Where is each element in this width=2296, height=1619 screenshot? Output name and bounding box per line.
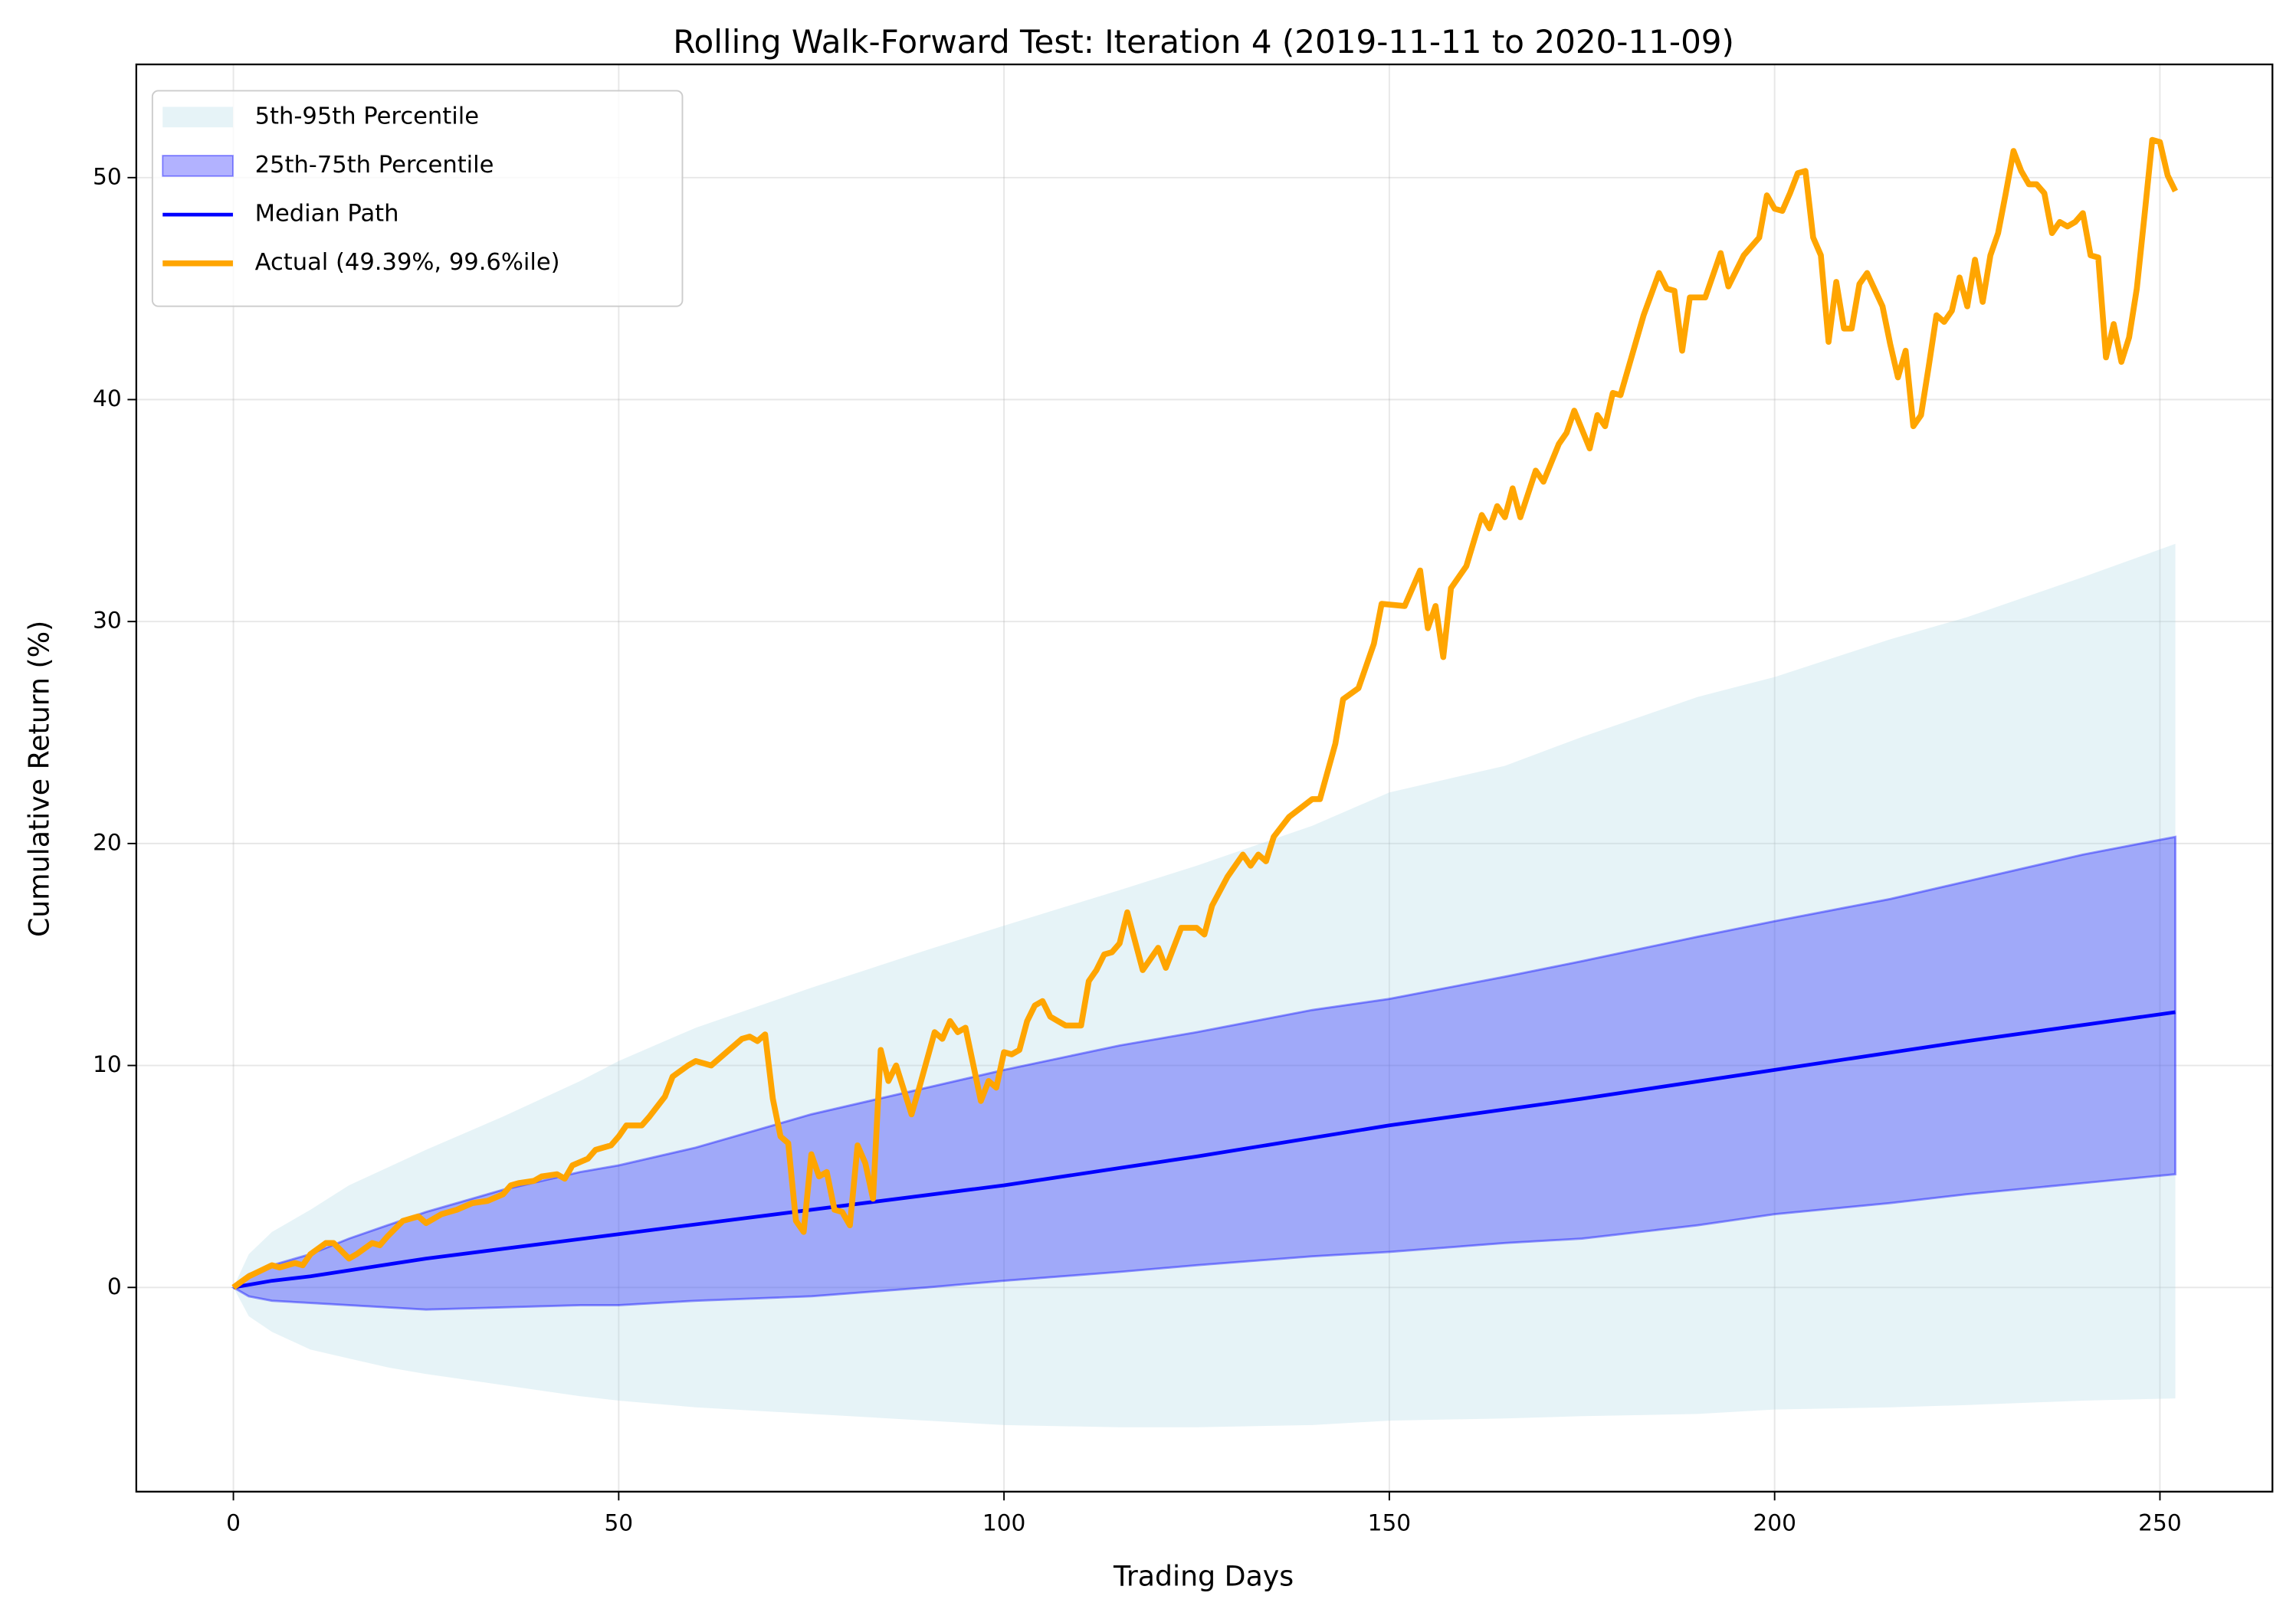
y-axis-label: Cumulative Return (%) [23,621,56,937]
legend-box [151,90,684,307]
x-tick-label: 0 [226,1509,241,1535]
x-tick-label: 150 [1368,1509,1412,1535]
legend-label: Actual (49.39%, 99.6%ile) [255,249,560,276]
legend-label: Median Path [255,201,399,228]
x-axis-label: Trading Days [1113,1560,1294,1593]
y-tick-label: 0 [107,1273,122,1299]
legend: 5th-95th Percentile 25th-75th Percentile M… [151,90,684,307]
legend-label: 25th-75th Percentile [255,152,494,179]
x-tick-label: 250 [2138,1509,2182,1535]
series-line [231,136,2178,1290]
plot-area [231,136,2178,1427]
y-tick-label: 30 [93,608,122,634]
legend-swatch [162,155,234,177]
x-tick-label: 50 [604,1509,633,1535]
plot-frame [135,63,2274,1493]
y-tick-label: 50 [93,163,122,189]
x-tick-label: 100 [982,1509,1026,1535]
chart-title: Rolling Walk-Forward Test: Iteration 4 (… [673,23,1734,61]
band-area [231,835,2176,1311]
series-line [233,1010,2176,1290]
y-tick-label: 20 [93,829,122,855]
legend-swatch [162,107,233,128]
x-tick-label: 200 [1753,1509,1796,1535]
y-tick-label: 10 [93,1051,122,1077]
legend-label: 5th-95th Percentile [255,103,479,129]
band-area [233,543,2176,1427]
y-tick-label: 40 [93,385,122,411]
